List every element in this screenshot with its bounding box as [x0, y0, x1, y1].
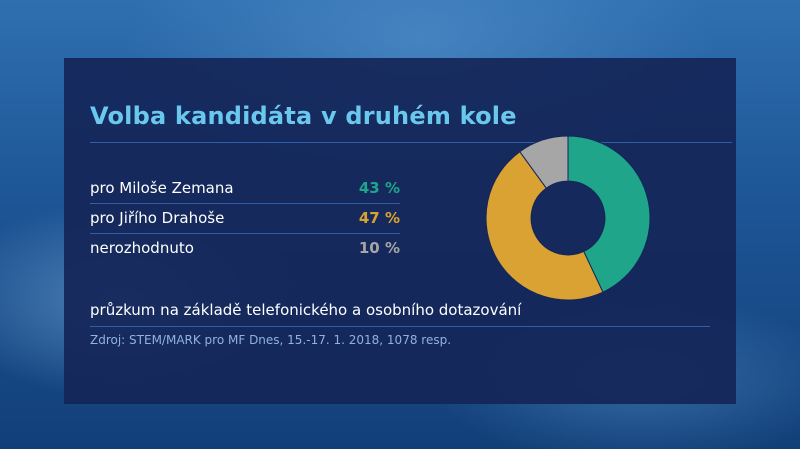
chart-title: Volba kandidáta v druhém kole [90, 102, 517, 130]
chart-panel: Volba kandidáta v druhém kole pro Miloše… [64, 58, 736, 404]
legend-value-zeman: 43 % [358, 179, 400, 197]
footer-divider [90, 326, 710, 327]
survey-note: průzkum na základě telefonického a osobn… [90, 301, 522, 319]
source-note: Zdroj: STEM/MARK pro MF Dnes, 15.-17. 1.… [90, 333, 452, 347]
legend-row-undecided: nerozhodnuto 10 % [90, 233, 400, 263]
slice-zeman [567, 135, 651, 293]
slice-undecided [519, 135, 569, 189]
legend-row-zeman: pro Miloše Zemana 43 % [90, 173, 400, 204]
legend-row-drahos: pro Jiřího Drahoše 47 % [90, 203, 400, 234]
legend-value-drahos: 47 % [358, 209, 400, 227]
legend-label-undecided: nerozhodnuto [90, 239, 194, 257]
legend-label-zeman: pro Miloše Zemana [90, 179, 234, 197]
donut-chart [485, 135, 651, 301]
legend-value-undecided: 10 % [358, 239, 400, 257]
slice-drahos [485, 150, 604, 301]
title-divider [90, 142, 732, 143]
legend-label-drahos: pro Jiřího Drahoše [90, 209, 225, 227]
